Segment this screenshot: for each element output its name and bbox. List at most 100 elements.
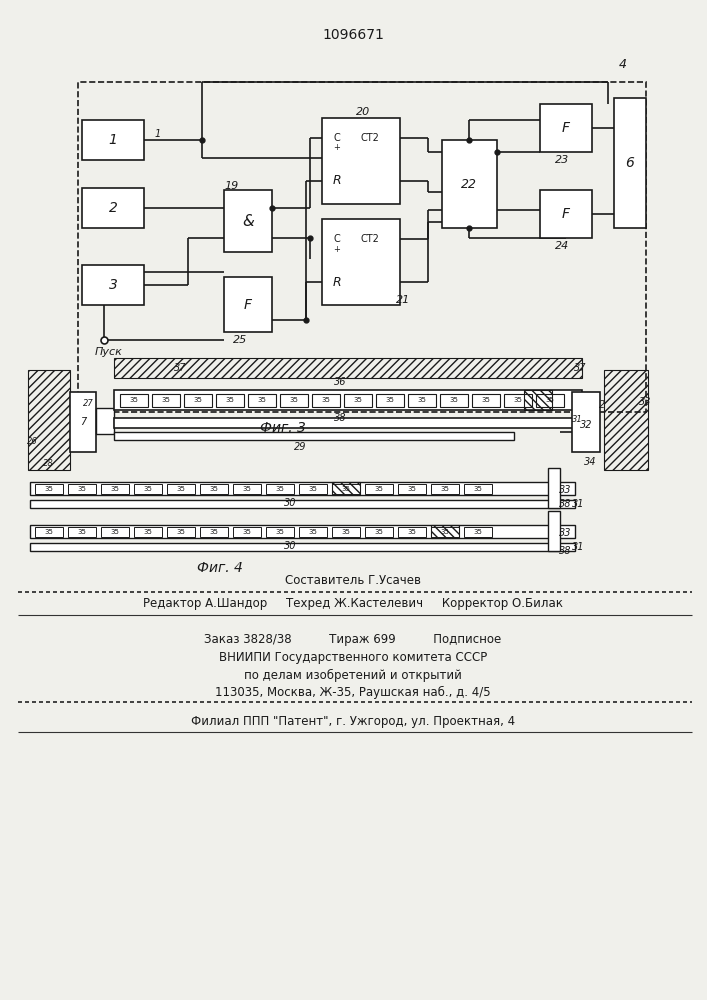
Text: 28: 28 [42,460,53,468]
Text: 35: 35 [546,397,554,403]
Text: 35: 35 [144,486,153,492]
Text: 31: 31 [572,416,583,424]
Bar [120,394,148,407]
Text: CT2: CT2 [361,234,380,244]
Bar [184,394,212,407]
Text: Филиал ППП "Патент", г. Ужгород, ул. Проектная, 4: Филиал ППП "Патент", г. Ужгород, ул. Про… [191,716,515,728]
Text: R: R [333,174,341,188]
Bar [30,525,575,538]
Text: 35: 35 [407,486,416,492]
Bar [35,484,63,494]
Text: 6: 6 [626,156,634,170]
Text: 35: 35 [481,397,491,403]
Text: 35: 35 [450,397,458,403]
Text: 29: 29 [293,442,306,452]
Bar [548,468,560,508]
Bar [440,394,468,407]
Text: &: & [242,214,254,229]
Bar [332,527,360,537]
Text: +: + [334,143,341,152]
Text: Редактор А.Шандор     Техред Ж.Кастелевич     Корректор О.Билак: Редактор А.Шандор Техред Ж.Кастелевич Ко… [143,596,563,609]
Bar [312,394,340,407]
Bar [398,484,426,494]
Text: 35: 35 [110,529,119,535]
Bar [332,484,360,494]
Bar [82,188,144,228]
Bar [224,190,272,252]
Text: 27: 27 [83,399,93,408]
Bar [431,525,459,538]
Bar [376,394,404,407]
Bar [431,484,459,494]
Text: 24: 24 [555,241,569,251]
Bar [431,527,459,537]
Text: 35: 35 [474,529,482,535]
Bar [114,358,582,378]
Bar [114,390,582,410]
Text: 23: 23 [555,155,569,165]
Text: 35: 35 [177,486,185,492]
Text: 3: 3 [109,278,117,292]
Bar [134,527,162,537]
Bar [280,394,308,407]
Bar [167,527,195,537]
Text: 35: 35 [341,486,351,492]
Text: 35: 35 [162,397,170,403]
Text: 35: 35 [78,529,86,535]
Bar [266,527,294,537]
Bar [152,394,180,407]
Bar [28,370,70,470]
Bar [299,527,327,537]
Bar [464,527,492,537]
Text: R: R [333,275,341,288]
Bar [68,527,96,537]
Bar [344,394,372,407]
Text: 35: 35 [276,486,284,492]
Bar [540,190,592,238]
Text: 35: 35 [243,529,252,535]
Text: 21: 21 [396,295,410,305]
Text: 35: 35 [440,486,450,492]
Text: 35: 35 [177,529,185,535]
Text: 35: 35 [474,486,482,492]
Text: 35: 35 [308,529,317,535]
Bar [68,484,96,494]
Text: 35: 35 [257,397,267,403]
Text: 32: 32 [580,420,592,430]
Text: 35: 35 [110,486,119,492]
Text: C: C [334,234,340,244]
Bar [464,484,492,494]
Text: 35: 35 [375,529,383,535]
Text: F: F [244,298,252,312]
Bar [82,265,144,305]
Text: 38: 38 [334,413,346,423]
Text: 22: 22 [461,178,477,190]
Text: 35: 35 [440,529,450,535]
Text: 35: 35 [290,397,298,403]
Text: 37: 37 [574,363,586,373]
Bar [35,527,63,537]
Text: CT2: CT2 [361,133,380,143]
Text: 35: 35 [209,486,218,492]
Text: 35: 35 [243,486,252,492]
Text: 26: 26 [27,438,37,446]
Text: 33: 33 [638,397,651,407]
Bar [216,394,244,407]
Text: Фиг. 3: Фиг. 3 [260,421,306,435]
Bar [200,527,228,537]
Bar [332,482,360,495]
Bar [224,277,272,332]
Bar [96,408,114,434]
Bar [248,394,276,407]
Text: 30: 30 [284,498,296,508]
Text: 35: 35 [45,486,54,492]
Bar [536,394,564,407]
Text: 2: 2 [109,201,117,215]
Text: 37: 37 [174,363,186,373]
Bar [114,418,584,428]
Bar [134,484,162,494]
Text: 35: 35 [78,486,86,492]
Text: C: C [334,133,340,143]
Text: 35: 35 [322,397,330,403]
Bar [524,390,552,410]
